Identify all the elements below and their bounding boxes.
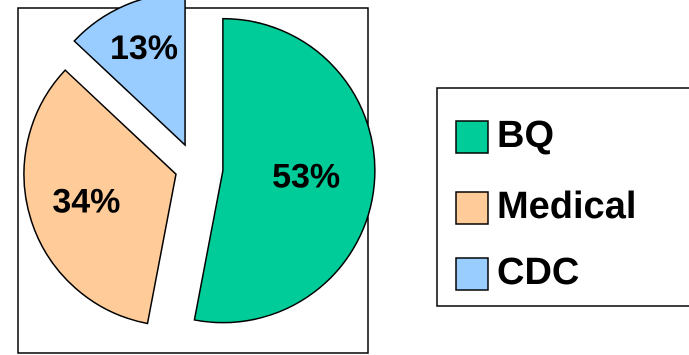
legend-label-medical: Medical: [497, 185, 636, 227]
legend-swatch-bq: [455, 120, 489, 154]
slice-label-medical: 34%: [52, 182, 120, 220]
legend-label-cdc: CDC: [497, 251, 579, 293]
slice-label-bq: 53%: [272, 157, 340, 195]
legend-swatch-medical: [455, 191, 489, 225]
pie-slice-bq: [193, 17, 376, 324]
pie-slice-cdc: [73, 0, 186, 147]
pie-slice-medical: [23, 69, 177, 325]
slice-label-cdc: 13%: [110, 29, 178, 67]
legend: BQ Medical CDC: [436, 87, 689, 307]
legend-label-bq: BQ: [497, 114, 554, 156]
legend-swatch-cdc: [455, 257, 489, 291]
